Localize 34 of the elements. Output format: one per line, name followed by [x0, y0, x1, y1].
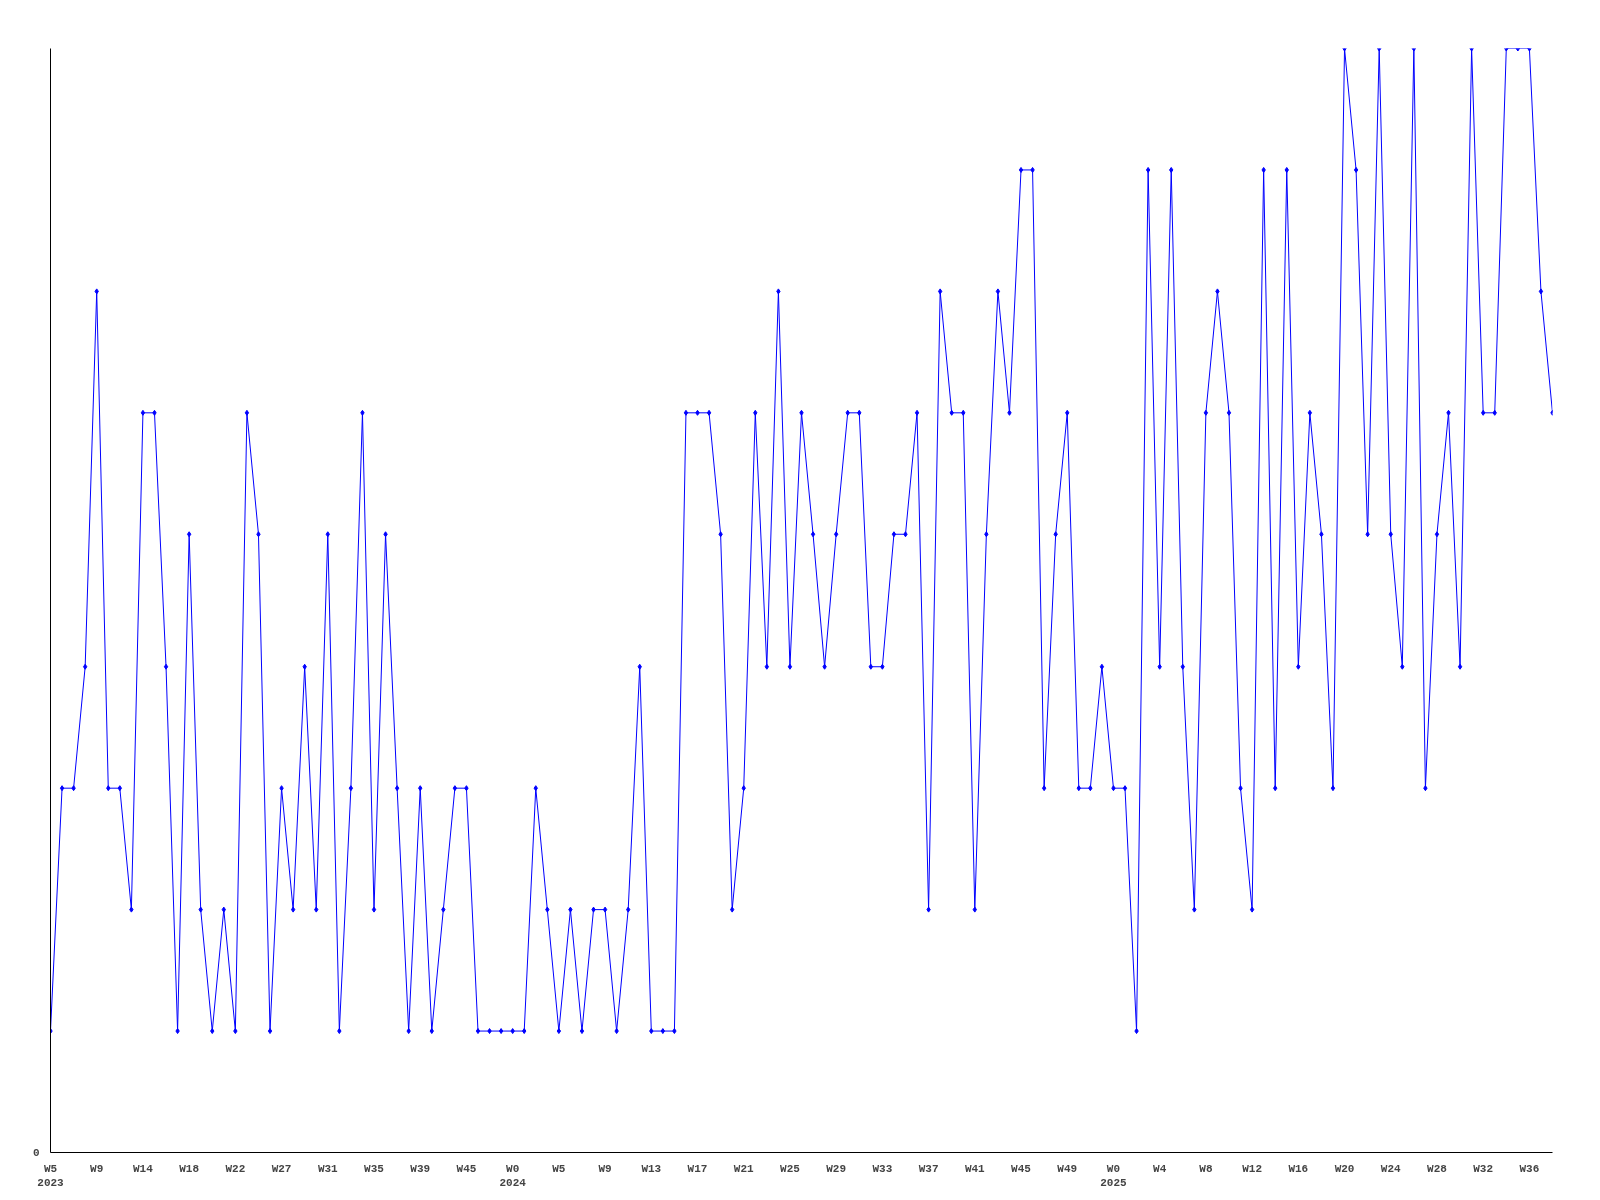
x-tick-label: W49 — [1057, 1162, 1078, 1175]
x-tick-label: W14 — [133, 1162, 154, 1175]
x-tick-label: W29 — [826, 1162, 847, 1175]
x-tick-label: W45 — [1011, 1162, 1032, 1175]
x-tick-label: W17 — [687, 1162, 708, 1175]
x-tick-label: W5 2023 — [37, 1162, 65, 1189]
x-tick-label: W21 — [733, 1162, 755, 1175]
text: 0 — [32, 1147, 40, 1159]
x-tick-label: W33 — [872, 1162, 893, 1175]
x-tick-label: W24 — [1380, 1162, 1402, 1175]
x-tick-label: W35 — [364, 1162, 385, 1175]
x-tick-label: W37 — [918, 1162, 939, 1175]
x-tick-label: W27 — [271, 1162, 292, 1175]
x-tick-label: W0 2024 — [499, 1162, 527, 1189]
x-tick-label: W5 — [552, 1162, 566, 1175]
x-tick-label: W9 — [90, 1162, 104, 1175]
x-tick-label: W45 — [456, 1162, 477, 1175]
x-tick-label: W12 — [1242, 1162, 1263, 1175]
x-tick-label: W28 — [1427, 1162, 1448, 1175]
x-tick-label: W18 — [179, 1162, 200, 1175]
x-tick-label: W8 — [1199, 1162, 1213, 1175]
x-tick-label: W41 — [964, 1162, 986, 1175]
x-tick-label: W4 — [1153, 1162, 1167, 1175]
x-tick-label: W31 — [317, 1162, 339, 1175]
x-tick-label: W32 — [1473, 1162, 1494, 1175]
x-tick-label: W9 — [598, 1162, 612, 1175]
x-tick-label: W13 — [641, 1162, 662, 1175]
x-tick-label: W36 — [1519, 1162, 1540, 1175]
x-tick-label: W20 — [1334, 1162, 1355, 1175]
x-tick-label: W16 — [1288, 1162, 1309, 1175]
x-tick-label: W22 — [225, 1162, 246, 1175]
x-tick-label: W39 — [410, 1162, 431, 1175]
x-tick-label: W25 — [780, 1162, 801, 1175]
x-tick-label: W0 2025 — [1100, 1162, 1128, 1189]
